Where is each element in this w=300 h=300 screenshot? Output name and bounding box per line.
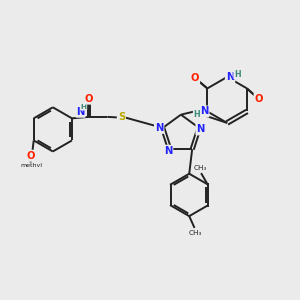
Text: methyl: methyl [21, 163, 43, 168]
Text: O: O [85, 94, 93, 103]
Text: N: N [76, 107, 85, 117]
Text: methyl: methyl [21, 170, 40, 175]
Text: N: N [196, 124, 205, 134]
Text: H: H [194, 110, 200, 119]
Text: S: S [118, 112, 125, 122]
Text: O: O [255, 94, 263, 104]
Text: CH₃: CH₃ [194, 165, 207, 171]
Text: N: N [200, 106, 208, 116]
Text: N: N [155, 123, 164, 133]
Text: H: H [80, 104, 86, 110]
Text: H: H [234, 70, 241, 79]
Text: N: N [164, 146, 172, 156]
Text: O: O [26, 151, 35, 161]
Text: methyl: methyl [22, 169, 39, 174]
Text: O: O [190, 73, 199, 83]
Text: CH₃: CH₃ [189, 230, 202, 236]
Text: methyl: methyl [22, 167, 39, 172]
Text: N: N [226, 72, 234, 82]
